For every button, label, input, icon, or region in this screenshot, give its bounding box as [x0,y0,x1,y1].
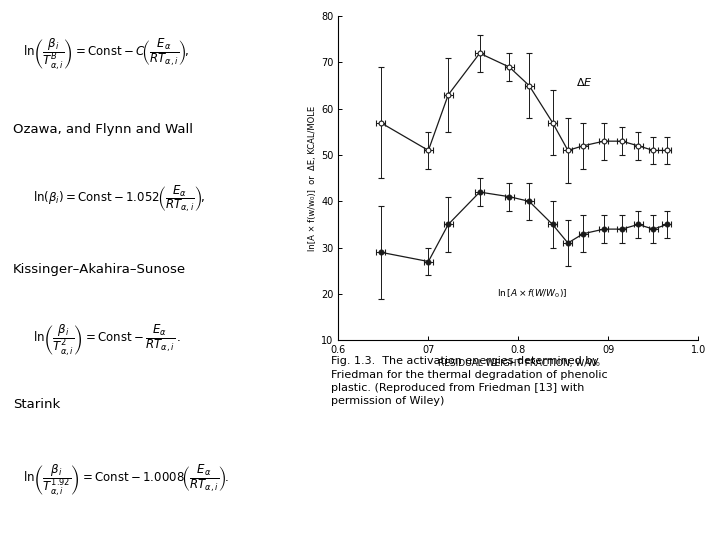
Y-axis label: ln[A × f(w/w₀)]  or  ΔE, KCAL/MOLE: ln[A × f(w/w₀)] or ΔE, KCAL/MOLE [308,106,317,251]
Text: $\ln\left[A \times f(W/W_0)\right]$: $\ln\left[A \times f(W/W_0)\right]$ [497,287,567,300]
Text: $\Delta E$: $\Delta E$ [576,76,593,87]
Text: $\ln\!\left(\dfrac{\beta_i}{T_{\alpha,i}^{1.92}}\right)= \mathrm{Const} - 1.0008: $\ln\!\left(\dfrac{\beta_i}{T_{\alpha,i}… [23,463,229,498]
Text: $\ln(\beta_i) = \mathrm{Const} - 1.052\!\left(\dfrac{E_\alpha}{RT_{\alpha,i}}\ri: $\ln(\beta_i) = \mathrm{Const} - 1.052\!… [33,184,204,215]
X-axis label: RESIDUAL WEIGHT FRACTION, W/W₀: RESIDUAL WEIGHT FRACTION, W/W₀ [438,359,599,368]
Text: Kissinger–Akahira–Sunose: Kissinger–Akahira–Sunose [13,264,186,276]
Text: Ozawa, and Flynn and Wall: Ozawa, and Flynn and Wall [13,123,193,136]
Text: Starink: Starink [13,399,60,411]
Text: $\ln\!\left(\dfrac{\beta_i}{T_{\alpha,i}^{B}}\right)= \mathrm{Const} - C\!\left(: $\ln\!\left(\dfrac{\beta_i}{T_{\alpha,i}… [23,36,189,72]
Text: $\ln\!\left(\dfrac{\beta_i}{T_{\alpha,i}^{2}}\right)= \mathrm{Const} - \dfrac{E_: $\ln\!\left(\dfrac{\beta_i}{T_{\alpha,i}… [33,322,181,358]
Text: Fig. 1.3.  The activation energies determined by
Friedman for the thermal degrad: Fig. 1.3. The activation energies determ… [331,356,608,406]
